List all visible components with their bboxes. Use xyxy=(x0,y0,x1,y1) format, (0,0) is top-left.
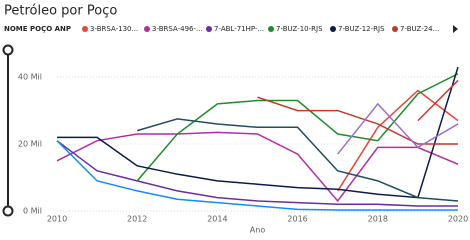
line xyxy=(56,140,458,207)
line xyxy=(56,140,458,211)
line xyxy=(56,131,459,203)
legend-label: 7-BUZ-10-RJS xyxy=(276,25,323,33)
legend-marker xyxy=(144,26,150,32)
slider-handle[interactable] xyxy=(2,205,14,217)
legend-marker xyxy=(268,26,274,32)
x-tick-label: 2012 xyxy=(127,215,147,224)
legend-marker xyxy=(330,26,336,32)
legend-marker xyxy=(392,26,398,32)
legend-label: 3-BRSA-130... xyxy=(90,25,138,33)
line xyxy=(337,102,459,155)
legend-marker xyxy=(82,26,88,32)
legend-marker xyxy=(206,26,212,32)
y-tick-label: 40 Mil xyxy=(18,73,42,82)
x-tick-label: 2014 xyxy=(207,215,227,224)
legend-label: 7-BUZ-24... xyxy=(400,25,439,33)
slider-handle[interactable] xyxy=(2,44,14,56)
legend-label: 7-ABL-71HP-... xyxy=(214,25,264,33)
x-tick-label: 2010 xyxy=(47,215,67,224)
x-tick-label: 2016 xyxy=(287,215,307,224)
line xyxy=(136,73,459,182)
line xyxy=(417,79,459,122)
legend-title: NOME POÇO ANP xyxy=(4,25,71,33)
line xyxy=(57,66,459,199)
x-tick-label: 2020 xyxy=(448,215,468,224)
legend-label: 7-BUZ-12-RJS xyxy=(338,25,385,33)
x-axis-label: Ano xyxy=(250,226,266,235)
y-tick-label: 20 Mil xyxy=(18,140,42,149)
chart-title: Petróleo por Poço xyxy=(4,4,117,19)
legend-scroll[interactable] xyxy=(453,25,458,33)
line xyxy=(136,118,459,202)
x-tick-label: 2018 xyxy=(368,215,388,224)
legend-label: 3-BRSA-496-... xyxy=(152,25,203,33)
y-tick-label: 0 Mil xyxy=(23,207,42,216)
line xyxy=(337,89,459,192)
